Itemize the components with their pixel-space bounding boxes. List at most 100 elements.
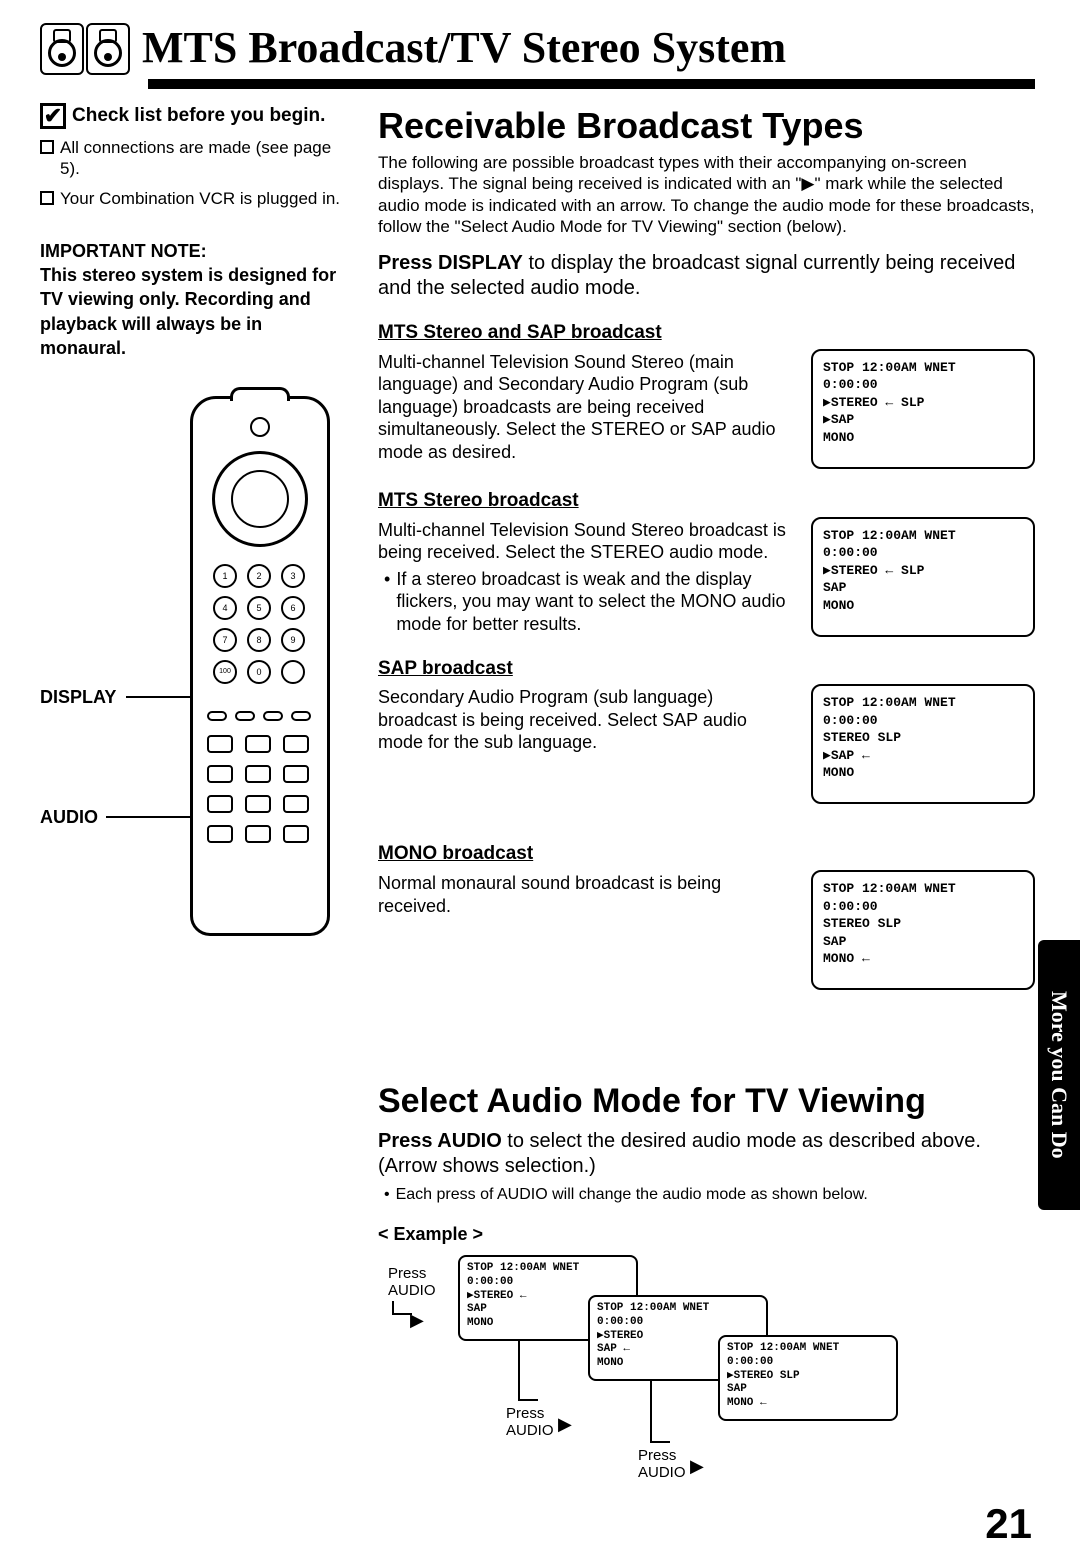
osd-line: 0:00:00: [823, 376, 1023, 394]
osd-line: MONO ←: [727, 1397, 889, 1411]
osd-line: STOP 12:00AM WNET: [823, 880, 1023, 898]
note-heading: IMPORTANT NOTE:: [40, 239, 350, 263]
type-heading: MTS Stereo and SAP broadcast: [378, 321, 1035, 345]
arrow-icon: [392, 1301, 412, 1315]
page-number: 21: [985, 1498, 1032, 1551]
osd-line: STOP 12:00AM WNET: [823, 527, 1023, 545]
osd-line: ▶SAP ←: [823, 747, 1023, 765]
osd-line: 0:00:00: [823, 898, 1023, 916]
osd-line: MONO: [823, 764, 1023, 782]
check-item: All connections are made (see page 5).: [40, 137, 350, 180]
note-body: This stereo system is designed for TV vi…: [40, 263, 350, 360]
audio-label: AUDIO: [506, 1422, 554, 1439]
receivable-heading: Receivable Broadcast Types: [378, 103, 1035, 148]
page-title: MTS Broadcast/TV Stereo System: [142, 20, 786, 75]
osd-line: STEREO SLP: [823, 915, 1023, 933]
callout-line: [126, 696, 190, 698]
osd-display: STOP 12:00AM WNET 0:00:00 ▶STEREO ← SLP …: [811, 349, 1035, 469]
press-audio-step: Press AUDIO: [506, 1405, 554, 1440]
checkbox-icon: [40, 191, 54, 205]
speaker-right-icon: [86, 23, 130, 75]
osd-line: 0:00:00: [727, 1356, 889, 1370]
side-tab: More you Can Do: [1038, 940, 1080, 1210]
press-label: Press: [506, 1405, 554, 1422]
audio-label: AUDIO: [388, 1282, 436, 1299]
type-heading: SAP broadcast: [378, 657, 1035, 681]
osd-line: STOP 12:00AM WNET: [823, 694, 1023, 712]
arrowhead-icon: ▶: [410, 1309, 424, 1332]
osd-line: ▶SAP: [823, 411, 1023, 429]
type-body: Multi-channel Television Sound Stereo (m…: [378, 351, 793, 464]
type-row: Multi-channel Television Sound Stereo (m…: [378, 349, 1035, 469]
arrowhead-icon: ▶: [690, 1455, 704, 1478]
bullet-text: If a stereo broadcast is weak and the di…: [396, 568, 793, 636]
checkbox-icon: [40, 140, 54, 154]
press-audio-line: Press AUDIO to select the desired audio …: [378, 1129, 1035, 1179]
important-note: IMPORTANT NOTE: This stereo system is de…: [40, 239, 350, 360]
right-column: Receivable Broadcast Types The following…: [378, 103, 1035, 1505]
osd-line: 0:00:00: [597, 1316, 759, 1330]
example-diagram: Press AUDIO ▶ STOP 12:00AM WNET 0:00:00 …: [388, 1255, 1035, 1505]
osd-line: SAP: [823, 933, 1023, 951]
press-audio-step: Press AUDIO: [638, 1447, 686, 1482]
osd-line: STOP 12:00AM WNET: [467, 1262, 629, 1276]
select-bullet-text: Each press of AUDIO will change the audi…: [396, 1185, 868, 1205]
connector-line: [650, 1381, 670, 1443]
arrowhead-icon: ▶: [558, 1413, 572, 1436]
callout-line: [106, 816, 190, 818]
osd-line: STOP 12:00AM WNET: [597, 1302, 759, 1316]
connector-line: [518, 1341, 538, 1401]
press-display-bold: Press DISPLAY: [378, 252, 523, 274]
select-bullet: •Each press of AUDIO will change the aud…: [384, 1185, 1035, 1205]
checklist-heading: ✔ Check list before you begin.: [40, 103, 350, 129]
example-label: < Example >: [378, 1223, 1035, 1246]
check-item-label: Your Combination VCR is plugged in.: [60, 188, 340, 209]
type-row: Normal monaural sound broadcast is being…: [378, 870, 1035, 990]
left-column: ✔ Check list before you begin. All conne…: [40, 103, 350, 1505]
osd-display: STOP 12:00AM WNET 0:00:00 ▶STEREO ← SLP …: [811, 517, 1035, 637]
osd-line: STOP 12:00AM WNET: [823, 359, 1023, 377]
speaker-icons: [40, 23, 130, 75]
press-audio-bold: Press AUDIO: [378, 1130, 502, 1152]
checkmark-icon: ✔: [40, 103, 66, 129]
audio-label: AUDIO: [638, 1464, 686, 1481]
press-audio-step: Press AUDIO: [388, 1265, 436, 1300]
type-body: Secondary Audio Program (sub language) b…: [378, 686, 793, 754]
audio-callout: AUDIO: [40, 806, 98, 829]
osd-line: 0:00:00: [823, 544, 1023, 562]
type-body: Normal monaural sound broadcast is being…: [378, 872, 793, 917]
osd-line: 0:00:00: [467, 1276, 629, 1290]
check-item: Your Combination VCR is plugged in.: [40, 188, 350, 209]
check-item-label: All connections are made (see page 5).: [60, 137, 350, 180]
press-label: Press: [638, 1447, 686, 1464]
osd-line: STEREO SLP: [823, 729, 1023, 747]
checklist-title: Check list before you begin.: [72, 104, 325, 128]
osd-line: ▶STEREO ← SLP: [823, 394, 1023, 412]
remote-icon: 123 456 789 1000: [190, 396, 330, 936]
speaker-left-icon: [40, 23, 84, 75]
osd-line: SAP: [823, 579, 1023, 597]
receivable-intro: The following are possible broadcast typ…: [378, 152, 1035, 237]
osd-line: MONO: [823, 429, 1023, 447]
header-rule: [148, 79, 1035, 89]
select-audio-section: Select Audio Mode for TV Viewing Press A…: [378, 1080, 1035, 1505]
type-body: Multi-channel Television Sound Stereo br…: [378, 519, 793, 564]
press-label: Press: [388, 1265, 436, 1282]
osd-line: MONO: [823, 597, 1023, 615]
type-heading: MONO broadcast: [378, 842, 1035, 866]
type-bullet: •If a stereo broadcast is weak and the d…: [384, 568, 793, 636]
osd-line: SAP: [727, 1383, 889, 1397]
page-header: MTS Broadcast/TV Stereo System: [40, 20, 1035, 75]
type-heading: MTS Stereo broadcast: [378, 489, 1035, 513]
osd-line: MONO ←: [823, 950, 1023, 968]
type-row: Secondary Audio Program (sub language) b…: [378, 684, 1035, 804]
osd-example: STOP 12:00AM WNET 0:00:00 ▶STEREO SLP SA…: [718, 1335, 898, 1421]
osd-line: ▶STEREO ← SLP: [823, 562, 1023, 580]
osd-line: STOP 12:00AM WNET: [727, 1342, 889, 1356]
remote-diagram: DISPLAY AUDIO 123 456 789 1000: [40, 396, 350, 956]
press-display-line: Press DISPLAY to display the broadcast s…: [378, 251, 1035, 301]
display-callout: DISPLAY: [40, 686, 116, 709]
select-heading: Select Audio Mode for TV Viewing: [378, 1080, 1035, 1123]
osd-line: ▶STEREO SLP: [727, 1370, 889, 1384]
type-row: Multi-channel Television Sound Stereo br…: [378, 517, 1035, 637]
